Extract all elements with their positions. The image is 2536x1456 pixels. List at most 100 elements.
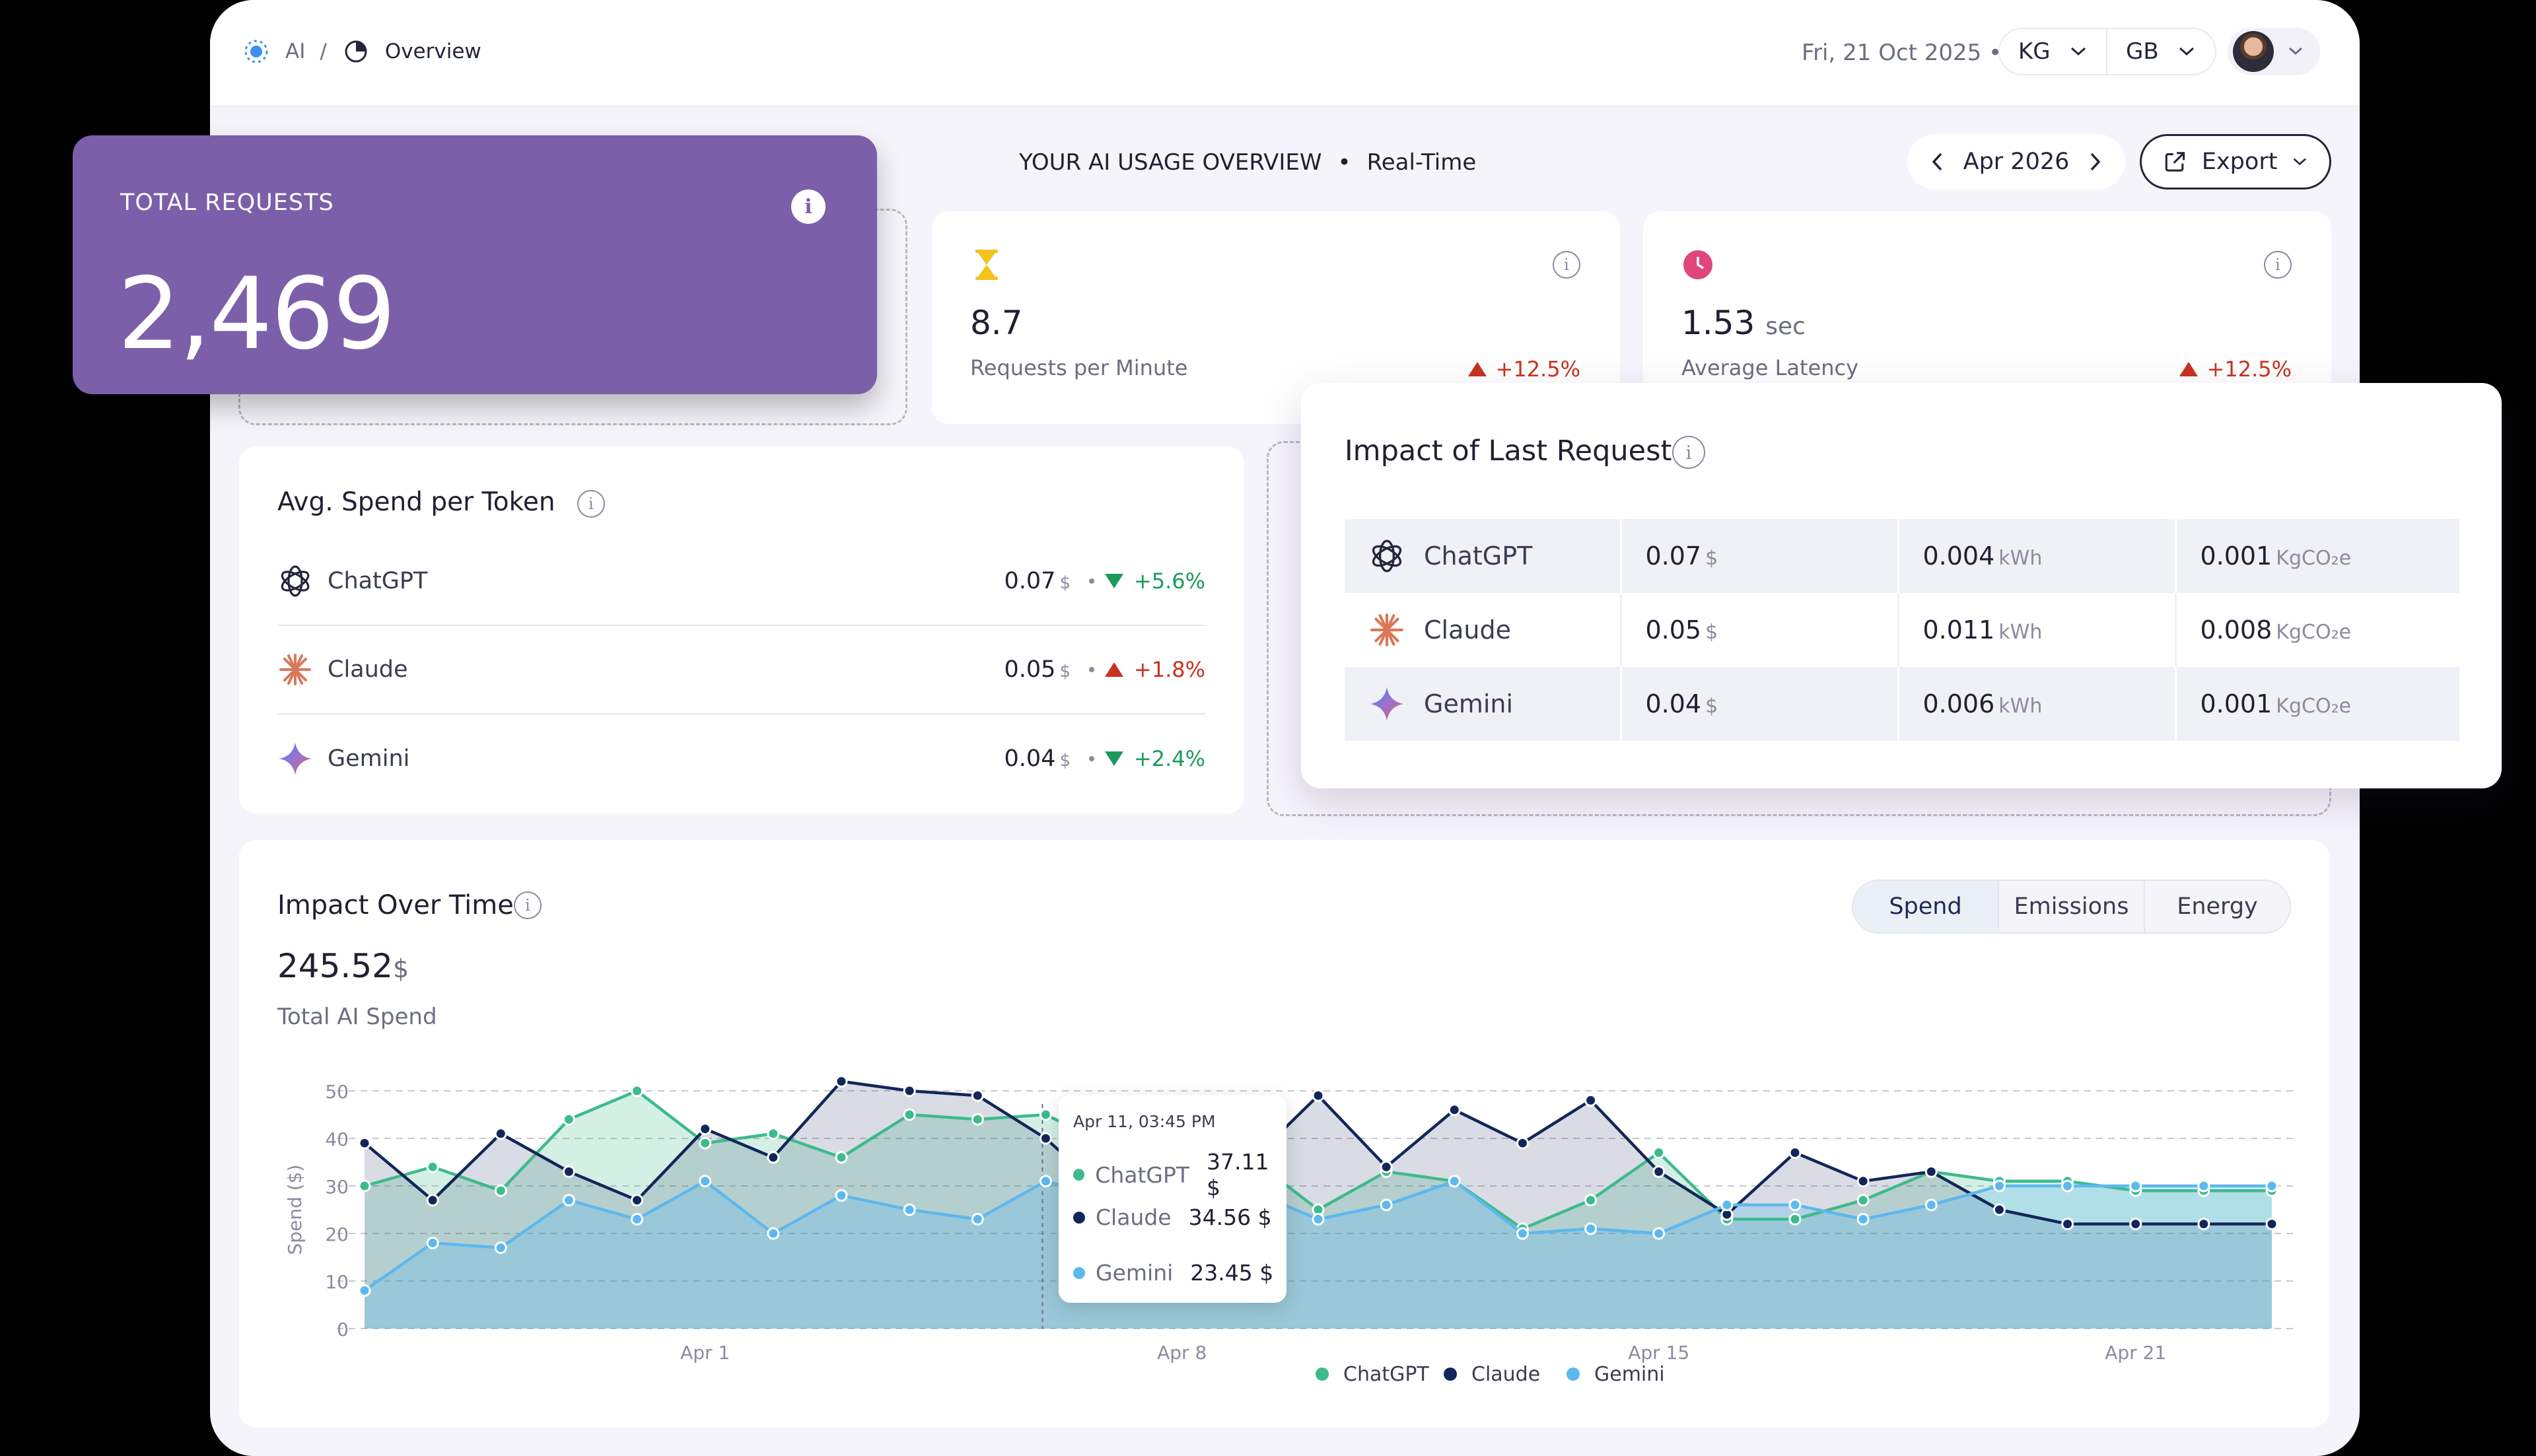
info-icon[interactable]: i [1553,251,1580,279]
impact-cost-value: 0.04 [1645,689,1702,718]
data-point-gemini [1584,1222,1598,1235]
data-point-claude [1788,1146,1802,1160]
data-point-claude [1924,1165,1938,1178]
avg-row-name: Gemini [328,745,410,772]
breadcrumb-separator: / [320,40,327,63]
tab-spend[interactable]: Spend [1853,881,1999,932]
data-point-chatgpt [903,1108,916,1121]
info-icon[interactable]: i [514,891,542,919]
total-spend-unit: $ [392,954,409,983]
trend-up-icon [1467,362,1487,376]
data-point-gemini [1856,1212,1870,1226]
avg-value-unit: $ [1059,751,1071,771]
data-point-claude [1584,1093,1598,1107]
total-spend-value: 245.52 [277,947,393,985]
impact-model-cell: Gemini [1345,667,1622,741]
data-point-gemini [1516,1227,1529,1240]
chevron-down-icon [2070,47,2086,56]
impact-energy-unit: kWh [1998,621,2043,644]
export-label: Export [2201,149,2278,175]
impact-energy-cell: 0.011 kWh [1898,593,2177,667]
data-point-gemini [1924,1198,1938,1212]
data-point-chatgpt [358,1179,371,1193]
data-point-chatgpt [1584,1194,1598,1207]
date-text: Fri, 21 Oct 2025 [1802,40,1982,66]
tooltip-series-name: ChatGPT [1095,1161,1190,1188]
tooltip-series-name: Claude [1096,1204,1172,1230]
impact-energy-cell: 0.006 kWh [1898,667,2177,741]
export-button[interactable]: Export [2140,134,2331,190]
data-point-gemini [2129,1179,2142,1193]
legend-swatch [1316,1368,1329,1381]
impact-model: Gemini [1368,685,1620,722]
data-point-claude [1652,1165,1666,1178]
data-point-claude [2129,1218,2142,1231]
overview-bullet: • [1337,149,1351,176]
data-point-gemini [2197,1179,2210,1193]
clock-icon [1683,250,1712,279]
impact-cost-value: 0.05 [1645,615,1702,644]
data-point-gemini [1652,1227,1666,1240]
data-point-gemini [631,1212,644,1226]
data-point-chatgpt [426,1160,439,1173]
info-icon[interactable]: i [791,190,826,224]
impact-table: ChatGPT 0.07 $ 0.004 kWh 0.001 KgCO₂e Claud… [1345,519,2459,741]
data-point-chatgpt [631,1084,644,1097]
avg-spend-title-text: Avg. Spend per Token [277,487,555,517]
breadcrumb-current: Overview [384,40,481,63]
impact-cost-unit: $ [1705,621,1718,644]
avg-row-change: +2.4% [1104,746,1205,771]
impact-cost-cell: 0.04 $ [1621,667,1899,741]
avg-row-change: +5.6% [1104,569,1205,594]
avg-row-value: 0.04 $ [1004,745,1071,772]
separator-dot [1089,578,1094,584]
impact-cost-value: 0.07 [1645,541,1702,571]
avg-row-name: ChatGPT [328,568,428,594]
data-point-claude [835,1075,848,1088]
data-point-claude [1380,1160,1393,1173]
tab-emissions[interactable]: Emissions [1999,881,2145,932]
data-point-gemini [494,1241,507,1255]
avg-spend-card: Avg. Spend per Token i ChatGPT 0.07 $ +5.… [239,446,1244,814]
info-icon[interactable]: i [577,490,605,518]
avg-value-unit: $ [1059,573,1071,593]
trend-down-icon [1104,574,1123,588]
data-point-claude [562,1165,575,1178]
info-icon[interactable]: i [1672,436,1705,469]
unit-select-kg[interactable]: KG [1998,28,2107,75]
data-point-claude [903,1084,916,1097]
latency-change-text: +12.5% [2206,357,2292,382]
unit-select-gb[interactable]: GB [2107,28,2216,75]
y-tick-label: 10 [325,1271,349,1293]
data-point-chatgpt [1788,1212,1802,1226]
avg-spend-title: Avg. Spend per Token [277,487,555,517]
user-menu[interactable] [2228,28,2320,75]
chart-tooltip: Apr 11, 03:45 PM ChatGPT 37.11 $ Claude 34… [1059,1095,1286,1303]
unit-select-kg-label: KG [2018,38,2051,65]
impact-energy-value: 0.006 [1922,689,1995,718]
separator-dot [1089,756,1094,761]
tab-energy[interactable]: Energy [2177,893,2258,920]
breadcrumb-root[interactable]: AI [285,40,306,63]
unit-select-gb-label: GB [2126,38,2159,65]
impact-co2-cell: 0.001 KgCO₂e [2175,519,2459,593]
chatgpt-logo-icon [277,563,313,599]
gemini-logo-icon [277,741,313,777]
impact-row-gemini: Gemini 0.04 $ 0.006 kWh 0.001 KgCO₂e [1345,667,2459,741]
impact-cost-unit: $ [1705,547,1718,570]
total-requests-label: TOTAL REQUESTS [120,190,334,216]
impact-energy-value: 0.004 [1922,541,1995,571]
chevron-right-icon[interactable] [2087,151,2103,173]
impact-model-cell: ChatGPT [1345,519,1622,593]
chevron-down-icon [2289,47,2302,55]
separator-dot [1089,667,1094,672]
avatar [2233,31,2274,72]
data-point-chatgpt [1652,1146,1666,1160]
avg-row-value: 0.05 $ [1004,656,1071,683]
info-icon[interactable]: i [2264,251,2292,279]
data-point-gemini [2061,1179,2074,1193]
breadcrumb: AI / Overview [242,37,481,66]
data-point-gemini [562,1194,575,1207]
chevron-left-icon[interactable] [1930,151,1946,173]
